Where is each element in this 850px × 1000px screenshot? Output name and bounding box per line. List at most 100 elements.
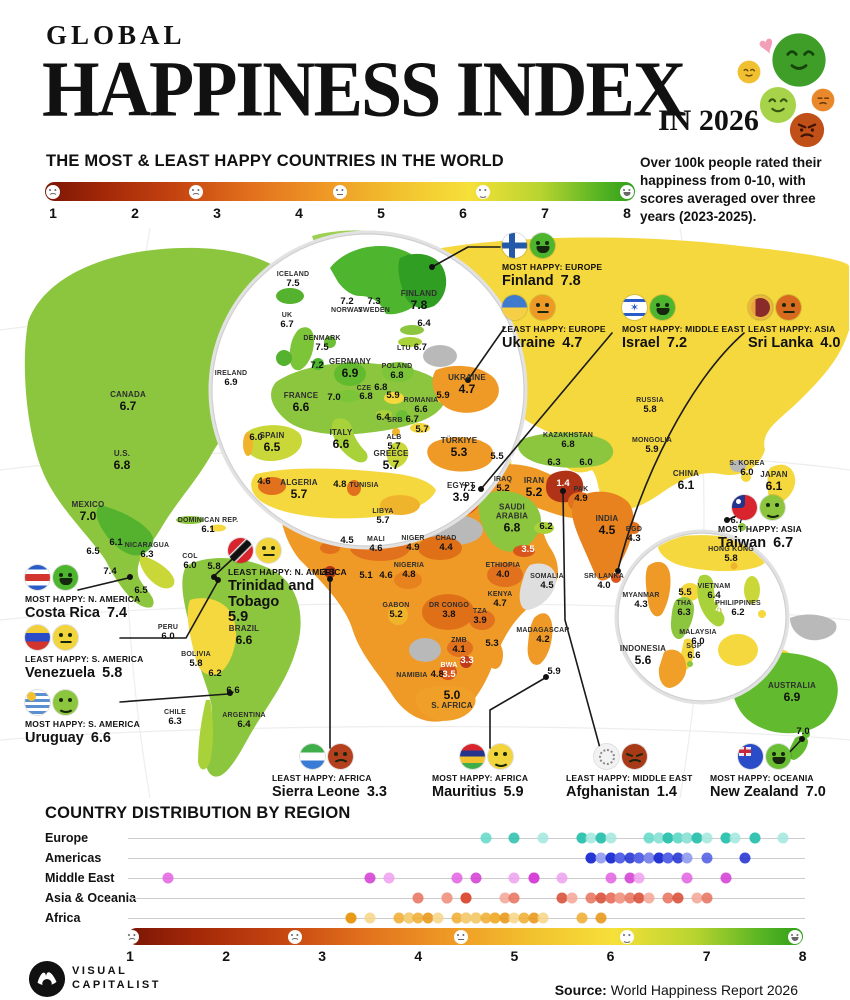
sierraleone-flag-icon bbox=[300, 744, 325, 769]
country-label: DENMARK 7.5 bbox=[303, 334, 341, 353]
axis-tick: 5 bbox=[510, 948, 519, 964]
country-label: CHAD 4.4 bbox=[435, 534, 457, 553]
callout-category: MOST HAPPY: OCEANIA bbox=[710, 773, 814, 783]
scale-tick: 2 bbox=[131, 205, 139, 221]
country-label: KAZAKHSTAN 6.8 bbox=[542, 431, 594, 450]
data-dot bbox=[489, 912, 501, 924]
country-label: 6.2 bbox=[208, 667, 222, 679]
neutral-face-icon bbox=[454, 929, 468, 944]
scale-tick: 4 bbox=[295, 205, 303, 221]
country-label: 6.2 bbox=[539, 520, 553, 532]
country-label: ITALY 6.6 bbox=[329, 428, 353, 451]
country-label: LIBYA 5.7 bbox=[372, 507, 394, 526]
country-label: SOMALIA 4.5 bbox=[530, 572, 564, 591]
data-dot bbox=[451, 912, 463, 924]
data-dot bbox=[412, 892, 424, 904]
data-dot bbox=[508, 892, 520, 904]
dot-track bbox=[128, 868, 805, 888]
source-line: Source: World Happiness Report 2026 bbox=[555, 982, 798, 998]
angry-face-icon bbox=[125, 929, 139, 944]
callout-country-score: Venezuela 5.8 bbox=[25, 665, 123, 681]
country-label: FRANCE 6.6 bbox=[283, 391, 319, 414]
srilanka-flag-icon bbox=[748, 295, 773, 320]
country-label: CZE 6.8 bbox=[356, 382, 388, 394]
country-label: DOMINICAN REP. 6.1 bbox=[177, 516, 239, 535]
country-label: ZMB 4.1 bbox=[451, 636, 467, 655]
country-label: BWA 3.5 bbox=[440, 661, 458, 680]
data-dot bbox=[528, 912, 540, 924]
country-label: INDIA 4.5 bbox=[595, 514, 619, 537]
country-label: MADAGASCAR 4.2 bbox=[516, 626, 570, 645]
data-dot bbox=[777, 832, 789, 844]
country-label: 5.9 bbox=[547, 665, 561, 677]
distribution-row: Africa bbox=[0, 908, 850, 928]
callout-country-score: New Zealand 7.0 bbox=[710, 784, 826, 800]
data-dot bbox=[720, 832, 732, 844]
data-dot bbox=[701, 832, 713, 844]
country-label: ARGENTINA 6.4 bbox=[222, 711, 266, 730]
country-label: IRELAND 6.9 bbox=[214, 369, 248, 388]
page-title: HAPPINESS INDEX bbox=[42, 45, 686, 134]
country-label: IRAQ 5.2 bbox=[493, 475, 513, 494]
country-label: DR CONGO 3.8 bbox=[428, 601, 470, 620]
data-dot bbox=[585, 852, 597, 864]
country-label: TÜRKIYE 5.3 bbox=[440, 436, 478, 459]
country-label: JAPAN 6.1 bbox=[760, 470, 788, 493]
data-dot bbox=[633, 872, 645, 884]
axis-tick: 3 bbox=[318, 948, 327, 964]
callout-least-happy-africa: LEAST HAPPY: AFRICA Sierra Leone 3.3 bbox=[272, 744, 422, 801]
source-text: World Happiness Report 2026 bbox=[610, 982, 798, 998]
data-dot bbox=[662, 832, 674, 844]
scale-tick: 8 bbox=[623, 205, 631, 221]
callout-most-happy-n-america: MOST HAPPY: N. AMERICA Costa Rica 7.4 bbox=[25, 565, 175, 622]
distribution-axis-bar bbox=[125, 928, 803, 945]
country-label: 6.0 bbox=[249, 431, 263, 443]
neutral-face-icon bbox=[53, 625, 78, 650]
distribution-axis-ticks: 1 2 3 4 5 6 7 8 bbox=[0, 948, 850, 964]
callout-category: MOST HAPPY: AFRICA bbox=[432, 773, 529, 783]
country-label: 6.0 bbox=[579, 456, 593, 468]
data-dot bbox=[537, 912, 549, 924]
scale-tick: 7 bbox=[541, 205, 549, 221]
country-label: 5.5 bbox=[490, 450, 504, 462]
country-label: 7.2 bbox=[462, 482, 476, 494]
country-label: IRAN 5.2 bbox=[523, 476, 545, 499]
emoji-cluster: ♥ bbox=[733, 28, 850, 150]
country-label: MYANMAR 4.3 bbox=[622, 591, 660, 610]
grin-face-icon bbox=[766, 744, 791, 769]
callout-most-happy-europe: MOST HAPPY: EUROPE Finland 7.8 bbox=[502, 233, 652, 290]
grin-face-icon bbox=[650, 295, 675, 320]
distribution-row: Asia & Oceania bbox=[0, 888, 850, 908]
annoyed-blob-icon bbox=[811, 88, 835, 112]
country-label: NAMIBIA 4.8 bbox=[396, 669, 444, 681]
data-dot bbox=[595, 912, 607, 924]
country-label: ETHIOPIA 4.0 bbox=[485, 561, 521, 580]
scale-tick: 5 bbox=[377, 205, 385, 221]
neutral-face-icon bbox=[333, 184, 347, 199]
country-label: 5.5 bbox=[678, 586, 692, 598]
angry-blob-icon bbox=[789, 112, 825, 148]
country-label: TZA 3.9 bbox=[472, 607, 488, 626]
angry-face-icon bbox=[622, 744, 647, 769]
grin-blob-icon bbox=[772, 33, 826, 87]
country-label: 7.4 bbox=[103, 565, 117, 577]
data-dot bbox=[441, 892, 453, 904]
country-label: CANADA 6.7 bbox=[110, 390, 146, 413]
costarica-flag-icon bbox=[25, 565, 50, 590]
country-label: ICELAND 7.5 bbox=[276, 270, 310, 289]
scale-tick: 6 bbox=[459, 205, 467, 221]
data-dot bbox=[480, 832, 492, 844]
data-dot bbox=[614, 852, 626, 864]
happiness-scale-bar bbox=[45, 182, 635, 201]
country-label: MONGOLIA 5.9 bbox=[631, 436, 673, 455]
callout-country-score: Sierra Leone 3.3 bbox=[272, 784, 388, 800]
data-dot bbox=[662, 852, 674, 864]
brand-line-1: VISUAL bbox=[72, 965, 128, 978]
country-label: 7.0 bbox=[327, 391, 341, 403]
country-label: 3.3 bbox=[460, 654, 474, 666]
country-label: AUSTRALIA 6.9 bbox=[767, 681, 817, 704]
